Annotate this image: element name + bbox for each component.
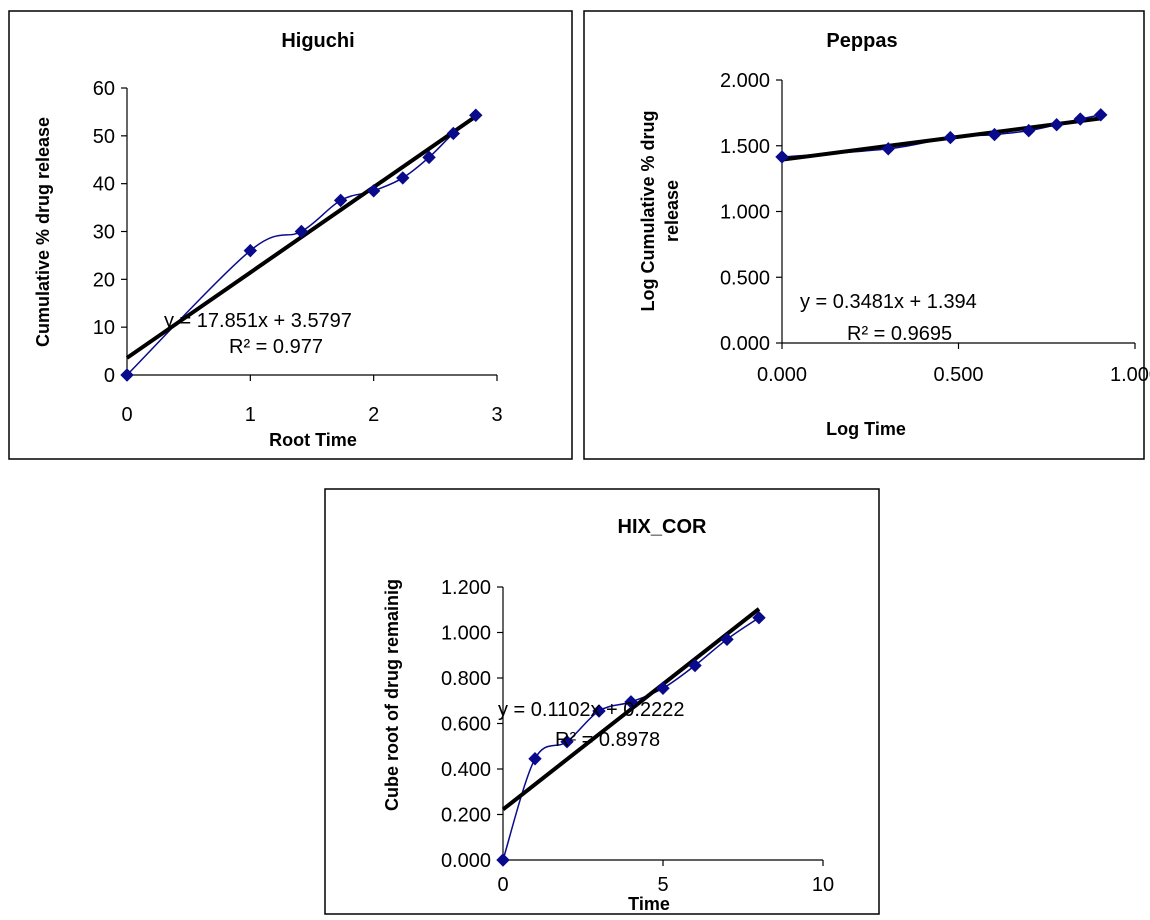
data-point [1022, 123, 1036, 138]
x-axis-label: Log Time [826, 419, 906, 439]
data-point [688, 658, 702, 673]
data-point [469, 108, 483, 122]
trendline-r-squared: R² = 0.9695 [847, 323, 952, 345]
y-tick-label: 1.000 [720, 202, 770, 224]
chart-frame [583, 10, 1145, 460]
y-tick-label: 1.000 [441, 623, 491, 645]
data-point [446, 126, 461, 141]
chart-hix-cor: HIX_COR Time Cube root of drug remainig … [324, 488, 880, 915]
y-tick-label: 30 [93, 222, 115, 244]
chart-title: Peppas [826, 30, 897, 52]
y-axis-label: Cumulative % drug release [33, 117, 53, 347]
y-axis-label: Log Cumulative % drug [638, 110, 658, 311]
y-tick-label: 0.000 [720, 333, 770, 355]
chart-peppas: Peppas Log Time Log Cumulative % drug re… [583, 10, 1150, 460]
x-axis-label: Time [628, 894, 670, 914]
trendline-r-squared: R² = 0.8978 [555, 729, 660, 751]
y-tick-label: 60 [93, 78, 115, 100]
x-tick-label: 1.000 [1110, 364, 1150, 386]
data-point [560, 734, 574, 749]
y-tick-label: 0.200 [441, 805, 491, 827]
x-tick-label: 1 [245, 404, 256, 426]
data-point [1094, 108, 1108, 122]
data-point [1073, 112, 1087, 126]
y-tick-label: 0.800 [441, 668, 491, 690]
y-tick-label: 1.500 [720, 136, 770, 158]
data-point [720, 632, 734, 647]
data-point [120, 368, 134, 382]
y-tick-label: 10 [93, 317, 115, 339]
data-point [987, 127, 1002, 142]
y-tick-label: 40 [93, 174, 115, 196]
x-tick-label: 0 [497, 874, 508, 896]
chart-title: HIX_COR [618, 516, 707, 538]
x-tick-label: 10 [812, 874, 834, 896]
data-point [752, 611, 766, 625]
x-tick-label: 5 [657, 874, 668, 896]
data-point [366, 184, 381, 198]
trendline-r-squared: R² = 0.977 [229, 336, 323, 358]
y-tick-label: 2.000 [720, 70, 770, 92]
data-point [243, 243, 258, 258]
data-point [943, 130, 958, 145]
x-axis-label: Root Time [269, 430, 357, 450]
data-point [592, 704, 606, 718]
data-point [775, 150, 789, 164]
data-point [528, 752, 542, 766]
trendline [781, 116, 1102, 162]
trendline-equation: y = 17.851x + 3.5797 [164, 310, 352, 332]
chart-title: Higuchi [281, 30, 354, 52]
y-tick-label: 20 [93, 269, 115, 291]
data-point [881, 142, 895, 156]
chart-higuchi: Higuchi Root Time Cumulative % drug rele… [8, 10, 573, 460]
y-axis-label-line-2: release [662, 180, 682, 242]
y-tick-label: 50 [93, 126, 115, 148]
y-tick-label: 0 [104, 365, 115, 387]
y-tick-label: 0.000 [441, 850, 491, 872]
trendline-equation: y = 0.3481x + 1.394 [800, 291, 977, 313]
x-tick-label: 3 [491, 404, 502, 426]
data-point [333, 193, 348, 208]
x-tick-label: 0.000 [757, 364, 807, 386]
y-tick-label: 1.200 [441, 577, 491, 599]
y-tick-label: 0.600 [441, 714, 491, 736]
data-point [496, 853, 510, 867]
data-point [656, 681, 670, 695]
x-tick-label: 0 [121, 404, 132, 426]
y-tick-label: 0.400 [441, 759, 491, 781]
trendline-equation: y = 0.1102x + 0.2222 [498, 699, 684, 721]
y-axis-label: Cube root of drug remainig [382, 579, 402, 811]
data-point [396, 171, 410, 185]
data-point [624, 695, 638, 709]
chart-frame [324, 488, 880, 915]
trendline [501, 607, 761, 812]
data-point [294, 224, 309, 239]
x-tick-label: 0.500 [933, 364, 983, 386]
data-point [1049, 118, 1064, 132]
x-tick-label: 2 [368, 404, 379, 426]
y-tick-label: 0.500 [720, 267, 770, 289]
data-point [422, 150, 436, 165]
